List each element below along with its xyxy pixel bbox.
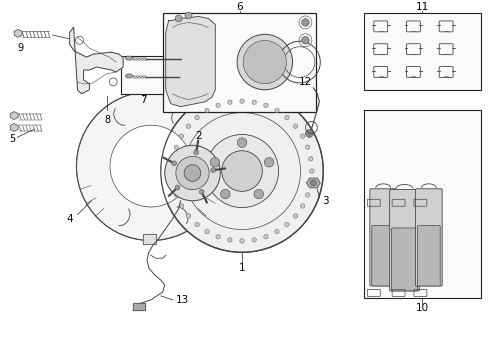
Text: 2: 2	[195, 131, 202, 141]
Circle shape	[228, 238, 232, 242]
Circle shape	[195, 222, 199, 227]
Polygon shape	[70, 27, 123, 94]
FancyBboxPatch shape	[370, 189, 396, 286]
Bar	[364, 13, 481, 90]
Text: 7: 7	[140, 95, 146, 105]
Circle shape	[110, 125, 192, 207]
Circle shape	[243, 40, 287, 84]
Circle shape	[294, 124, 298, 128]
Circle shape	[205, 229, 209, 234]
Circle shape	[302, 19, 309, 26]
Circle shape	[264, 103, 268, 108]
Circle shape	[305, 130, 314, 138]
Circle shape	[285, 115, 289, 120]
Circle shape	[285, 222, 289, 227]
Circle shape	[302, 36, 309, 44]
Text: 5: 5	[9, 134, 15, 144]
Circle shape	[179, 134, 184, 138]
Circle shape	[309, 157, 313, 161]
Circle shape	[194, 150, 198, 155]
Text: 11: 11	[416, 1, 429, 12]
Circle shape	[185, 12, 192, 19]
Polygon shape	[125, 56, 133, 60]
Circle shape	[275, 108, 279, 113]
Text: 1: 1	[239, 263, 245, 273]
Circle shape	[76, 92, 225, 240]
Text: 10: 10	[416, 303, 429, 313]
Circle shape	[240, 99, 244, 103]
Text: 6: 6	[237, 1, 244, 12]
Circle shape	[275, 229, 279, 234]
Text: 13: 13	[176, 295, 189, 305]
Circle shape	[170, 169, 174, 173]
Circle shape	[252, 100, 256, 104]
Circle shape	[310, 169, 314, 173]
Circle shape	[264, 234, 268, 239]
Circle shape	[216, 103, 220, 108]
Bar	[121, 56, 163, 94]
Circle shape	[210, 158, 220, 167]
Circle shape	[186, 124, 191, 128]
Polygon shape	[14, 30, 22, 37]
Polygon shape	[166, 17, 215, 107]
Circle shape	[184, 165, 201, 181]
Circle shape	[264, 158, 274, 167]
Circle shape	[171, 157, 175, 161]
Text: 4: 4	[66, 213, 73, 224]
Circle shape	[300, 204, 305, 208]
Text: 3: 3	[322, 196, 329, 206]
Polygon shape	[143, 234, 156, 244]
Circle shape	[310, 180, 317, 186]
Text: 12: 12	[299, 77, 312, 87]
Circle shape	[179, 204, 184, 208]
Circle shape	[205, 135, 279, 208]
Circle shape	[252, 238, 256, 242]
Circle shape	[195, 115, 199, 120]
Circle shape	[205, 108, 209, 113]
FancyBboxPatch shape	[417, 226, 440, 286]
Circle shape	[216, 234, 220, 239]
FancyBboxPatch shape	[416, 189, 442, 286]
Circle shape	[228, 100, 232, 104]
Circle shape	[254, 189, 264, 199]
FancyBboxPatch shape	[392, 228, 417, 291]
Bar	[163, 13, 317, 112]
Circle shape	[172, 161, 176, 166]
FancyBboxPatch shape	[372, 226, 394, 286]
Circle shape	[184, 113, 300, 230]
Circle shape	[171, 181, 175, 185]
Bar	[364, 110, 481, 298]
FancyBboxPatch shape	[390, 189, 419, 291]
Circle shape	[186, 214, 191, 218]
Polygon shape	[133, 303, 145, 310]
Text: 8: 8	[104, 114, 110, 125]
Circle shape	[175, 15, 182, 22]
Circle shape	[294, 214, 298, 218]
Circle shape	[176, 156, 209, 190]
Polygon shape	[125, 74, 133, 78]
Polygon shape	[10, 112, 18, 120]
Circle shape	[211, 168, 216, 172]
Circle shape	[174, 193, 178, 197]
Circle shape	[305, 193, 310, 197]
Circle shape	[199, 189, 204, 194]
Circle shape	[165, 145, 220, 201]
Circle shape	[220, 189, 230, 199]
Circle shape	[175, 185, 180, 190]
Circle shape	[221, 151, 262, 192]
Polygon shape	[10, 123, 18, 131]
Circle shape	[305, 145, 310, 149]
Text: 9: 9	[17, 43, 23, 53]
Circle shape	[237, 138, 247, 147]
Circle shape	[300, 134, 305, 138]
Circle shape	[174, 145, 178, 149]
Circle shape	[240, 239, 244, 243]
Circle shape	[161, 90, 323, 252]
Circle shape	[309, 181, 313, 185]
Circle shape	[237, 34, 293, 90]
Polygon shape	[306, 178, 320, 188]
